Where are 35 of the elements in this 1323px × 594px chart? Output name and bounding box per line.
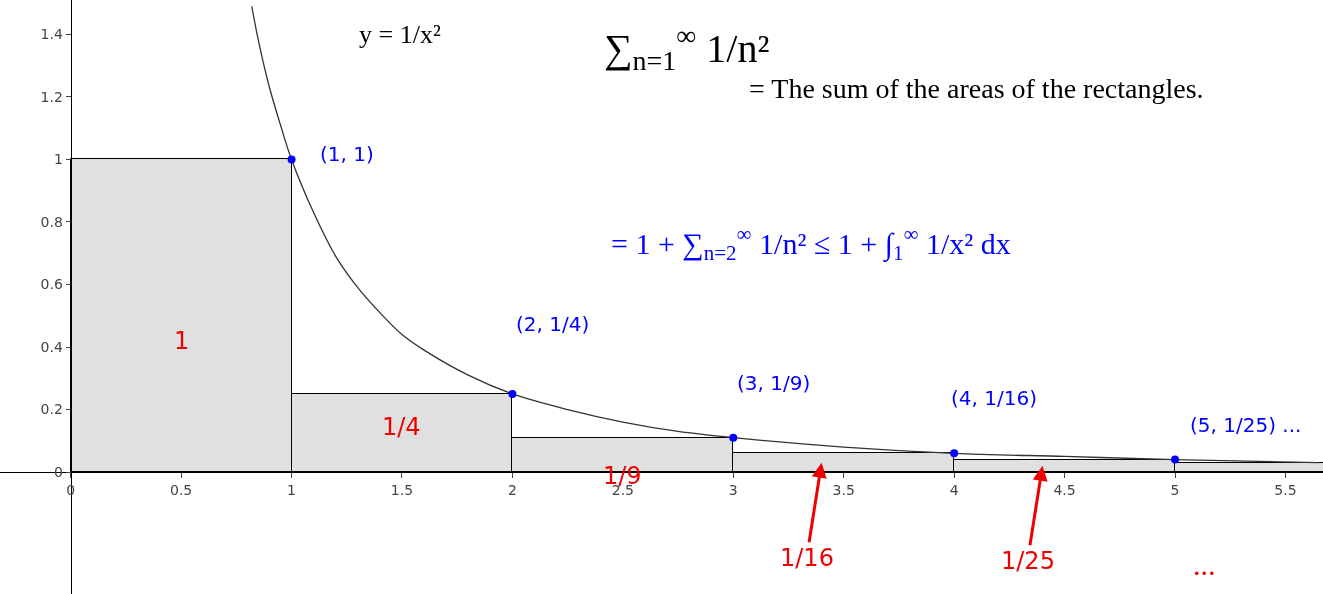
y-tick-label: 0.4 bbox=[40, 338, 63, 355]
x-tick-label: 1.5 bbox=[390, 481, 414, 498]
point bbox=[508, 389, 517, 398]
annotation: ... bbox=[1193, 548, 1216, 581]
y-tick-label: 0.8 bbox=[40, 213, 63, 230]
line-series bbox=[251, 5, 1320, 464]
annotation: (3, 1/9) bbox=[737, 371, 811, 395]
x-tick-label: 2 bbox=[507, 481, 517, 498]
x-tick-label: 1 bbox=[287, 481, 297, 498]
y-tick-label: 0.2 bbox=[40, 401, 63, 418]
annotation: (2, 1/4) bbox=[516, 312, 590, 336]
x-tick-label: 3 bbox=[728, 481, 738, 498]
point bbox=[950, 449, 959, 458]
annotation: 1 bbox=[174, 327, 190, 355]
x-tick-label: 5.5 bbox=[1274, 481, 1297, 498]
x-tick-label: 4.5 bbox=[1053, 481, 1076, 498]
annotation: 1/16 bbox=[780, 544, 834, 572]
x-tick-label: 0.5 bbox=[169, 481, 193, 498]
point bbox=[287, 155, 296, 164]
x-tick-label: 4 bbox=[949, 481, 959, 498]
x-tick-label: 3.5 bbox=[832, 481, 855, 498]
annotation: y = 1/x² bbox=[359, 20, 441, 49]
annotation: (1, 1) bbox=[320, 142, 374, 166]
y-tick-label: 1.2 bbox=[40, 88, 63, 105]
y-tick-label: 0.6 bbox=[40, 276, 63, 293]
annotation: (5, 1/25) ... bbox=[1190, 413, 1302, 437]
y-tick-label: 1.4 bbox=[40, 26, 63, 43]
point bbox=[729, 433, 738, 442]
annotation: = 1 + ∑$_{n=2}$$^{∞}$ 1/n² ≤ 1 + ∫$_{1}$$^{∞}$ 1/x² dx bbox=[611, 222, 1011, 265]
y-tick-label: 1 bbox=[53, 151, 63, 168]
annotation: 1/4 bbox=[382, 413, 421, 441]
annotation: (4, 1/16) bbox=[951, 386, 1037, 410]
point bbox=[1171, 455, 1180, 464]
x-tick-label: 5 bbox=[1170, 481, 1180, 498]
annotation: 1/25 bbox=[1001, 547, 1055, 575]
